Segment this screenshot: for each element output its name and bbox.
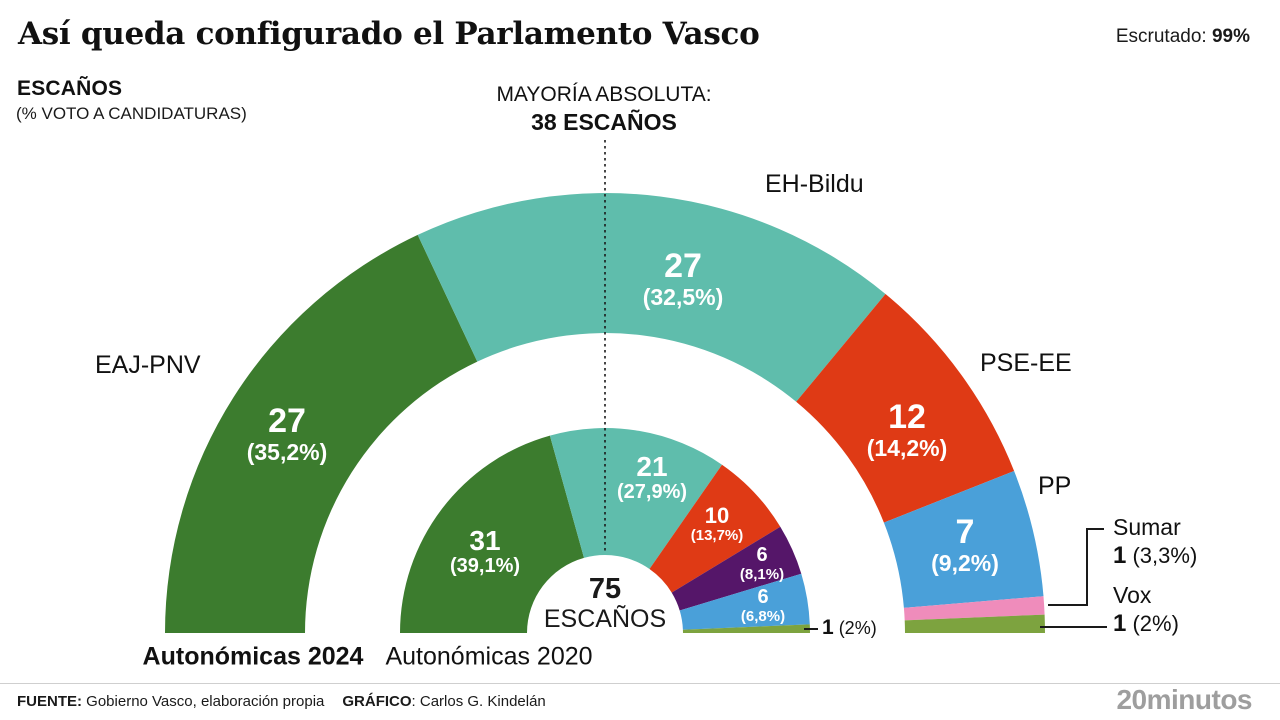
footer-divider: [0, 683, 1280, 684]
pct-value: (39,1%): [449, 555, 521, 578]
arc-ring1-seg2: [649, 464, 781, 593]
segment-value-2024-eh-bildu: 27 (32,5%): [643, 248, 724, 310]
callout-vox-seats: 1: [1113, 610, 1127, 638]
grafico-text: : Carlos G. Kindelán: [411, 693, 546, 710]
segment-value-2020-pnv: 31 (39,1%): [449, 525, 521, 578]
pct-value: (6,8%): [740, 607, 786, 625]
total-seats-unit: ESCAÑOS: [543, 605, 667, 634]
pct-value: (32,5%): [642, 283, 724, 310]
callout-inner-vox-pct: (2%): [833, 618, 877, 638]
callout-sumar: Sumar 1 (3,3%): [1113, 513, 1197, 570]
legend-subtitle: (% VOTO A CANDIDATURAS): [16, 104, 247, 123]
pct-value: (35,2%): [246, 438, 328, 465]
arc-ring1-seg4: [679, 573, 810, 630]
grafico-label: GRÁFICO: [342, 693, 412, 710]
arc-ring0-seg3-pp: [883, 471, 1044, 608]
segment-value-2020-blue: 6 (6,8%): [741, 587, 785, 625]
callout-inner-vox: 1 (2%): [822, 616, 877, 640]
fuente-label: FUENTE:: [17, 693, 82, 710]
pct-value: (14,2%): [866, 434, 948, 461]
escrutado-status: Escrutado: 99%: [1116, 26, 1250, 48]
majority-note: MAYORÍA ABSOLUTA: 38 ESCAÑOS: [496, 82, 711, 137]
party-label-pse-ee: PSE-EE: [980, 349, 1072, 377]
fuente-text: Gobierno Vasco, elaboración propia: [82, 693, 325, 710]
seats-value: 27: [664, 247, 702, 286]
callout-sumar-name: Sumar: [1113, 514, 1181, 540]
segment-value-2020-purple: 6 (8,1%): [740, 545, 784, 583]
arc-ring0-seg0-eaj-pnv: [165, 234, 478, 633]
total-seats: 75 ESCAÑOS: [544, 573, 666, 633]
majority-line1: MAYORÍA ABSOLUTA:: [496, 83, 712, 106]
segment-value-2024-pse-ee: 12 (14,2%): [867, 399, 948, 461]
ring-label-2024: Autonómicas 2024: [142, 642, 364, 671]
majority-line2: 38 ESCAÑOS: [531, 109, 677, 136]
segment-value-2024-pp: 7 (9,2%): [931, 514, 999, 576]
arc-ring0-seg2-pse-ee: [796, 294, 1015, 523]
seats-value: 31: [469, 525, 501, 557]
sumar-connector-line: [1048, 528, 1104, 606]
seats-value: 6: [757, 586, 769, 609]
arc-ring0-seg1-eh-bildu: [417, 193, 886, 402]
callout-sumar-seats: 1: [1113, 542, 1127, 570]
callout-sumar-pct: (3,3%): [1126, 543, 1198, 569]
ring-label-2020: Autonómicas 2020: [385, 642, 593, 671]
arc-ring0-seg5-vox: [904, 614, 1045, 633]
escrutado-value: 99%: [1211, 26, 1250, 47]
pct-value: (9,2%): [931, 549, 999, 576]
party-label-pp: PP: [1038, 472, 1072, 500]
callout-inner-vox-seats: 1: [822, 616, 834, 639]
segment-value-2020-bildu: 21 (27,9%): [616, 451, 688, 504]
seats-value: 27: [268, 402, 306, 441]
party-label-eh-bildu: EH-Bildu: [765, 170, 864, 198]
seats-value: 12: [888, 398, 926, 437]
footer-credits: FUENTE: Gobierno Vasco, elaboración prop…: [17, 693, 546, 710]
seats-value: 6: [756, 544, 768, 567]
arc-ring1-seg0: [400, 435, 584, 633]
arc-ring0-seg4-sumar: [903, 596, 1045, 621]
seats-value: 10: [704, 503, 730, 529]
page-title: Así queda configurado el Parlamento Vasc…: [18, 16, 760, 52]
arc-ring1-seg1: [549, 428, 722, 569]
20minutos-logo: 20minutos: [1116, 684, 1252, 715]
callout-vox-name: Vox: [1113, 582, 1152, 608]
callout-vox: Vox 1 (2%): [1113, 581, 1179, 638]
seats-value: 7: [955, 513, 975, 552]
pct-value: (13,7%): [690, 526, 744, 544]
party-label-eaj-pnv: EAJ-PNV: [95, 351, 201, 379]
segment-value-2020-pse: 10 (13,7%): [691, 504, 744, 544]
segment-value-2024-eaj-pnv: 27 (35,2%): [247, 403, 328, 465]
arc-ring1-seg3: [671, 526, 802, 611]
arc-ring1-seg5: [682, 624, 810, 633]
seats-value: 21: [636, 451, 668, 483]
pct-value: (8,1%): [739, 565, 785, 583]
legend-escanos: ESCAÑOS: [17, 77, 123, 100]
callout-vox-pct: (2%): [1126, 611, 1179, 637]
total-seats-value: 75: [588, 572, 622, 605]
escrutado-label: Escrutado:: [1115, 26, 1212, 47]
pct-value: (27,9%): [616, 481, 688, 504]
